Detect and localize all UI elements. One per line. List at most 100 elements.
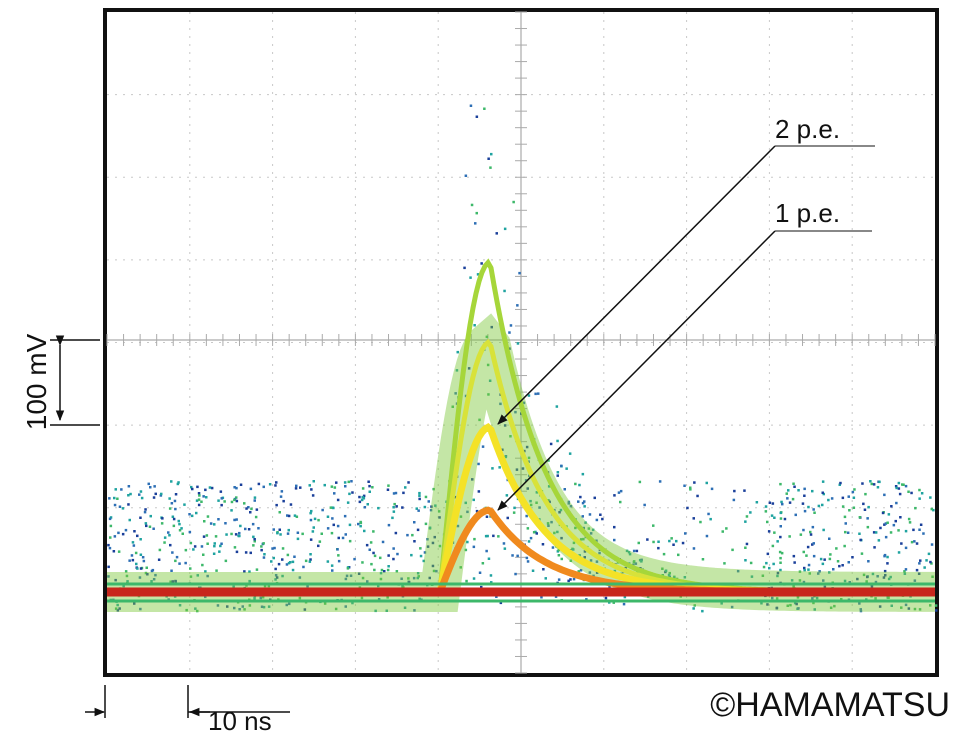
noise-dot <box>132 541 135 544</box>
noise-dot <box>321 533 324 536</box>
noise-dot <box>918 529 921 532</box>
vertical-scale-label: 100 mV <box>21 333 52 430</box>
noise-dot <box>820 558 823 561</box>
noise-dot <box>198 492 201 495</box>
noise-dot <box>395 505 398 508</box>
noise-dot <box>270 560 273 563</box>
noise-dot <box>357 523 360 526</box>
noise-dot <box>313 480 316 483</box>
noise-dot <box>780 501 783 504</box>
noise-dot <box>809 531 812 534</box>
noise-dot <box>838 565 841 568</box>
noise-dot <box>683 485 686 488</box>
noise-dot <box>873 483 876 486</box>
noise-dot <box>141 497 144 500</box>
noise-dot <box>578 484 581 487</box>
noise-dot <box>808 564 811 567</box>
noise-dot <box>201 564 204 567</box>
noise-dot <box>822 492 825 495</box>
noise-dot <box>205 496 208 499</box>
noise-dot <box>835 547 838 550</box>
noise-dot <box>812 508 815 511</box>
noise-dot <box>275 504 278 507</box>
noise-dot <box>793 486 796 489</box>
noise-dot <box>693 517 696 520</box>
noise-dot <box>469 276 472 279</box>
noise-dot <box>693 481 696 484</box>
noise-dot <box>116 498 119 501</box>
noise-dot <box>348 493 351 496</box>
noise-dot <box>169 544 172 547</box>
noise-dot <box>113 550 116 553</box>
noise-dot <box>899 493 902 496</box>
noise-dot <box>195 512 198 515</box>
noise-dot <box>618 491 621 494</box>
noise-dot <box>290 503 293 506</box>
noise-dot <box>905 547 908 550</box>
noise-dot <box>582 473 585 476</box>
noise-dot <box>274 568 277 571</box>
noise-dot <box>393 492 396 495</box>
noise-dot <box>245 551 248 554</box>
noise-dot <box>258 483 261 486</box>
noise-dot <box>237 535 240 538</box>
noise-dot <box>337 499 340 502</box>
noise-dot <box>935 609 938 612</box>
noise-dot <box>286 563 289 566</box>
noise-dot <box>161 517 164 520</box>
noise-dot <box>537 392 540 395</box>
noise-dot <box>550 443 553 446</box>
noise-dot <box>189 567 192 570</box>
noise-dot <box>807 568 810 571</box>
noise-dot <box>122 533 125 536</box>
noise-dot <box>387 554 390 557</box>
noise-dot <box>832 568 835 571</box>
noise-dot <box>119 506 122 509</box>
noise-dot <box>668 540 671 543</box>
noise-dot <box>191 488 194 491</box>
noise-dot <box>160 493 163 496</box>
noise-dot <box>795 514 798 517</box>
noise-dot <box>164 536 167 539</box>
noise-dot <box>788 535 791 538</box>
noise-dot <box>929 496 932 499</box>
noise-dot <box>772 502 775 505</box>
noise-dot <box>829 553 832 556</box>
noise-dot <box>922 532 925 535</box>
noise-dot <box>518 272 521 275</box>
noise-dot <box>920 524 923 527</box>
noise-dot <box>168 497 171 500</box>
noise-dot <box>706 482 709 485</box>
noise-dot <box>145 522 148 525</box>
noise-dot <box>557 471 560 474</box>
noise-dot <box>382 541 385 544</box>
noise-dot <box>898 482 901 485</box>
noise-dot <box>517 342 520 345</box>
noise-dot <box>167 531 170 534</box>
noise-dot <box>202 495 205 498</box>
noise-dot <box>765 510 768 512</box>
noise-dot <box>911 541 914 544</box>
noise-dot <box>776 540 779 543</box>
noise-dot <box>498 466 501 469</box>
noise-dot <box>689 487 692 490</box>
noise-dot <box>207 515 210 518</box>
noise-dot <box>117 532 120 535</box>
noise-dot <box>552 546 555 549</box>
noise-dot <box>746 515 749 518</box>
noise-dot <box>496 232 499 235</box>
noise-dot <box>358 496 361 499</box>
noise-dot <box>223 500 226 503</box>
noise-dot <box>143 560 146 563</box>
noise-dot <box>848 495 851 498</box>
noise-dot <box>367 503 370 506</box>
noise-dot <box>780 525 783 528</box>
noise-dot <box>482 562 485 565</box>
noise-dot <box>250 508 253 511</box>
label-2pe: 2 p.e. <box>775 114 840 144</box>
noise-dot <box>240 484 243 487</box>
noise-dot <box>807 506 810 509</box>
noise-dot <box>744 559 747 562</box>
noise-dot <box>696 495 699 498</box>
noise-dot <box>381 569 384 572</box>
